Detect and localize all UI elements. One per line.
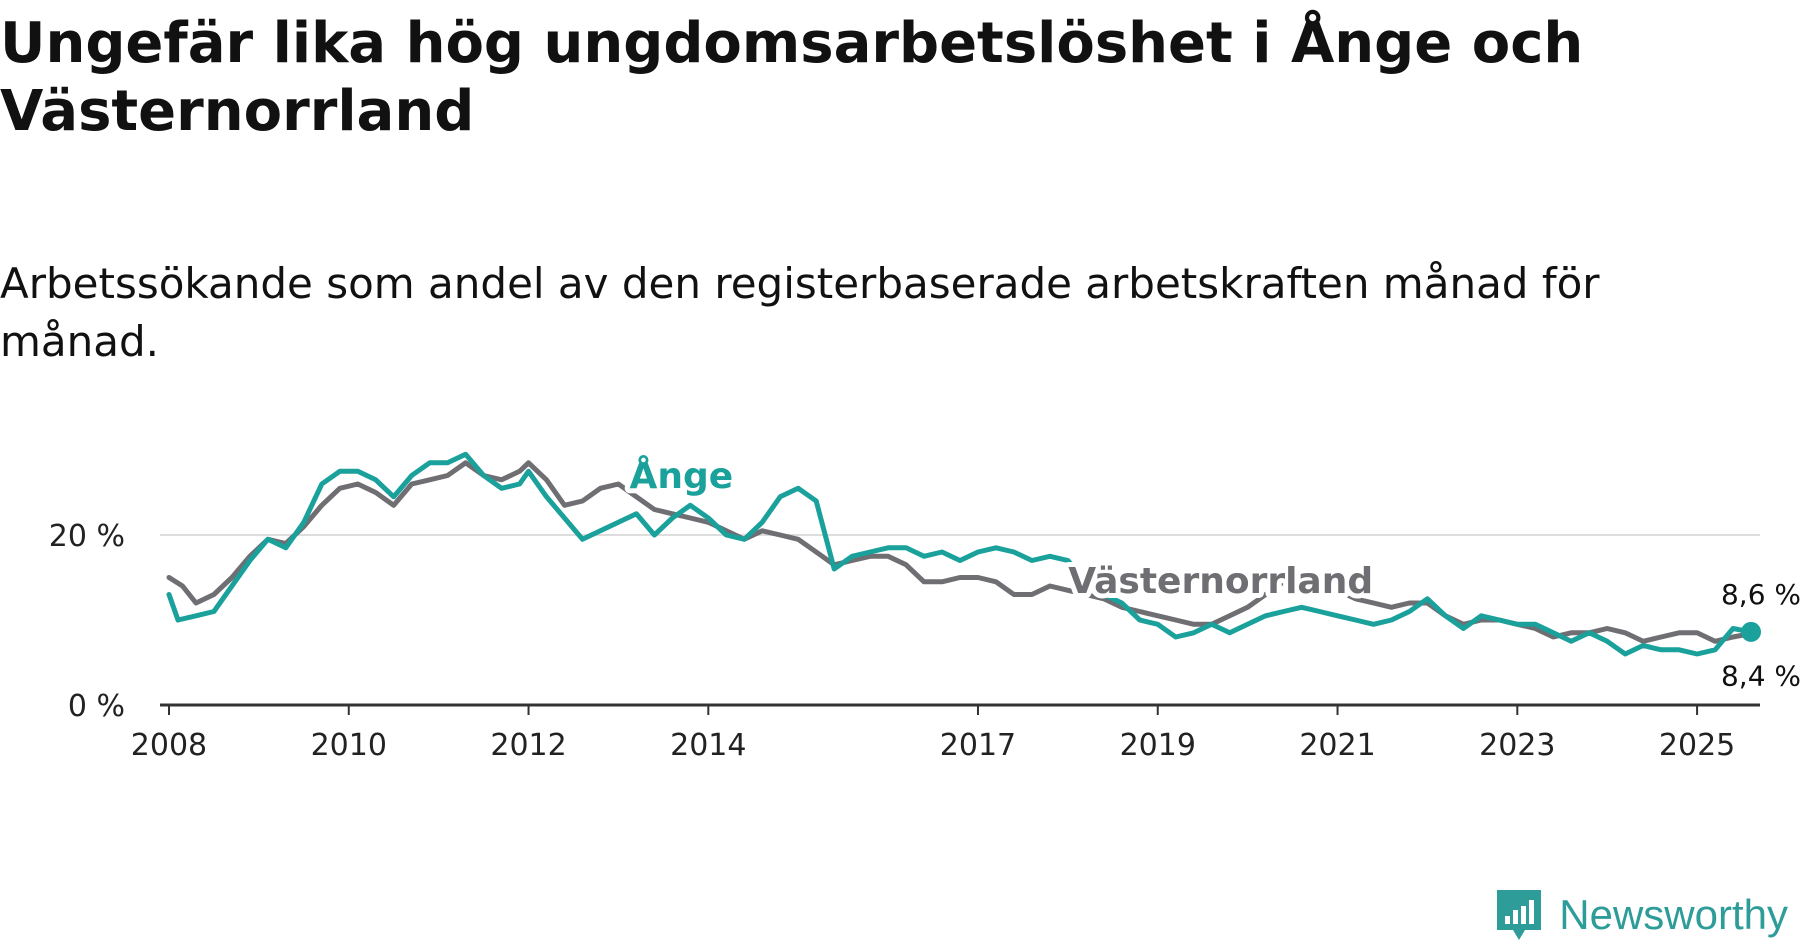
chart-title: Ungefär lika hög ungdomsarbetslöshet i Å… [0, 11, 1584, 144]
y-tick-label: 20 % [49, 519, 125, 554]
x-tick-label: 2025 [1659, 728, 1735, 763]
brand-name: Newsworthy [1559, 891, 1788, 938]
x-tick-label: 2021 [1299, 728, 1375, 763]
series-line-ange [166, 451, 1754, 657]
series-line-vasternorrland [166, 460, 1754, 644]
series-label-ange: Ånge [630, 455, 734, 497]
x-tick-label: 2017 [940, 728, 1016, 763]
chart-subtitle: Arbetssökande som andel av den registerb… [0, 259, 1600, 366]
y-tick-label: 0 % [68, 689, 125, 724]
end-label-ange: 8,6 % [1721, 578, 1800, 611]
newsworthy-logo-icon [1497, 890, 1542, 940]
x-tick-label: 2023 [1479, 728, 1555, 763]
line-chart: 0 % 20 % 2008 2010 2012 2014 2017 2019 2021 2023 2… [49, 450, 1800, 763]
x-tick-label: 2010 [311, 728, 387, 763]
brand-logo: Newsworthy [1493, 885, 1788, 945]
series-label-vasternorrland: Västernorrland [1068, 561, 1373, 602]
x-tick-label: 2019 [1120, 728, 1196, 763]
x-tick-label: 2008 [131, 728, 207, 763]
series-end-dot-ange [1741, 621, 1762, 642]
x-tick-label: 2012 [490, 728, 566, 763]
end-label-vasternorrland: 8,4 % [1721, 660, 1800, 693]
x-tick-label: 2014 [670, 728, 746, 763]
